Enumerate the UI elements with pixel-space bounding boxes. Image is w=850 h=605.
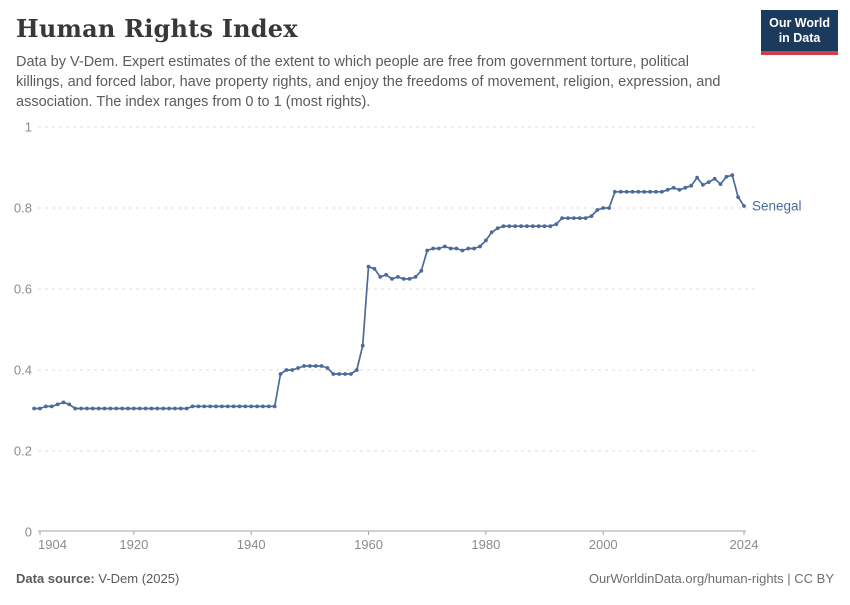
y-axis-tick-label: 0.2 <box>14 444 32 459</box>
x-axis-tick-label: 1960 <box>354 537 383 552</box>
y-axis-tick-label: 0 <box>25 525 32 540</box>
x-axis-tick-label: 1904 <box>38 537 67 552</box>
x-axis-tick-label: 1940 <box>237 537 266 552</box>
x-axis: 1904 1920 1940 1960 1980 2000 2024 <box>38 530 759 552</box>
data-source: Data source: V-Dem (2025) <box>16 571 179 586</box>
x-axis-tick-label: 1980 <box>471 537 500 552</box>
x-axis-tick-label: 2024 <box>730 537 759 552</box>
owid-logo[interactable]: Our World in Data <box>761 10 838 55</box>
y-axis-tick-label: 0.6 <box>14 282 32 297</box>
owid-url-license[interactable]: OurWorldinData.org/human-rights | CC BY <box>588 571 834 586</box>
y-gridlines: 0 0.2 0.4 0.6 0.8 1 <box>14 120 756 540</box>
series-dots <box>32 173 746 411</box>
series-line <box>34 174 745 410</box>
owid-logo-line2: in Data <box>778 31 821 45</box>
x-axis-tick-label: 1920 <box>119 537 148 552</box>
chart-header: Human Rights Index Data by V-Dem. Expert… <box>16 14 756 112</box>
series-end-label[interactable]: Senegal <box>752 198 802 213</box>
chart-footer: Data source: V-Dem (2025) OurWorldinData… <box>16 571 834 586</box>
data-source-label: Data source: <box>16 571 95 586</box>
x-axis-tick-label: 2000 <box>589 537 618 552</box>
chart-subtitle: Data by V-Dem. Expert estimates of the e… <box>16 54 721 110</box>
page-title: Human Rights Index <box>16 14 298 43</box>
data-source-value: V-Dem (2025) <box>94 571 180 586</box>
y-axis-tick-label: 1 <box>25 120 32 135</box>
y-axis-tick-label: 0.4 <box>14 363 32 378</box>
owid-logo-line1: Our World <box>769 16 830 30</box>
y-axis-tick-label: 0.8 <box>14 201 32 216</box>
